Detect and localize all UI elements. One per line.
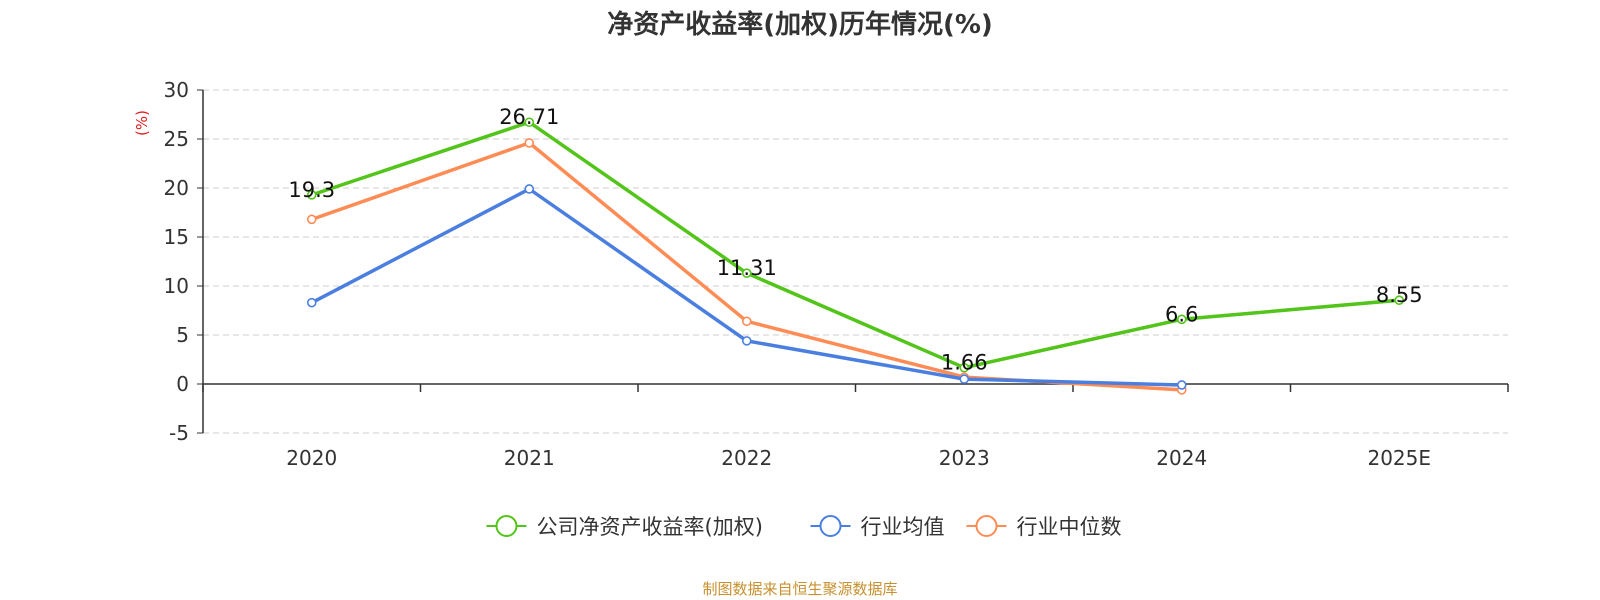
data-point[interactable] — [524, 117, 535, 128]
x-tick-label: 2020 — [286, 446, 337, 470]
x-tick-label: 2023 — [939, 446, 990, 470]
y-tick-label: -5 — [169, 421, 189, 445]
data-label: 26.71 — [499, 105, 559, 129]
x-tick-label: 2022 — [721, 446, 772, 470]
y-tick-label: 0 — [176, 372, 189, 396]
x-tick-label: 2025E — [1367, 446, 1431, 470]
data-point[interactable] — [524, 184, 535, 194]
data-point[interactable] — [1176, 314, 1187, 325]
series-lines — [306, 117, 1405, 395]
data-source-note: 制图数据来自恒生聚源数据库 — [702, 580, 898, 598]
data-point[interactable] — [306, 214, 317, 225]
y-tick-label: 5 — [176, 323, 189, 347]
data-point[interactable] — [741, 316, 752, 327]
grid-lines — [203, 89, 1508, 434]
data-point[interactable] — [524, 138, 535, 148]
data-label: 8.55 — [1376, 283, 1423, 307]
x-tick-label: 2021 — [504, 446, 555, 470]
y-tick-label: 30 — [164, 78, 189, 102]
legend: 公司净资产收益率(加权) 行业均值 行业中位数 — [486, 515, 1122, 539]
data-point[interactable] — [1176, 380, 1187, 390]
y-axis-label: (%) — [133, 110, 151, 136]
legend-circle-icon — [495, 515, 518, 537]
legend-item-2[interactable]: 行业中位数 — [966, 515, 1122, 539]
legend-circle-icon — [975, 515, 998, 537]
legend-label: 公司净资产收益率(加权) — [537, 515, 763, 539]
series-line-0 — [311, 120, 1400, 370]
legend-item-0[interactable]: 公司净资产收益率(加权) — [486, 515, 763, 539]
data-point[interactable] — [959, 362, 970, 373]
y-tick-label: 10 — [164, 274, 189, 298]
y-tick-label: 25 — [164, 127, 189, 151]
y-tick-label: 15 — [164, 225, 189, 249]
axes: -5 0 5 10 15 20 25 30 2020 2021 2022 2023 2024 2025E — [164, 78, 1509, 470]
legend-circle-icon — [819, 515, 842, 537]
data-label: 11.31 — [717, 256, 777, 280]
y-tick-label: 20 — [164, 176, 189, 200]
data-label: 6.6 — [1165, 302, 1198, 326]
legend-label: 行业均值 — [861, 515, 945, 539]
legend-label: 行业中位数 — [1017, 515, 1122, 539]
data-label: 19.3 — [288, 178, 335, 202]
data-point[interactable] — [741, 336, 752, 346]
chart-title: 净资产收益率(加权)历年情况(%) — [607, 10, 993, 40]
data-point[interactable] — [1394, 295, 1405, 306]
legend-item-1[interactable]: 行业均值 — [810, 515, 945, 539]
x-tick-label: 2024 — [1156, 446, 1207, 470]
data-point[interactable] — [306, 297, 317, 308]
data-point[interactable] — [741, 268, 752, 278]
data-point[interactable] — [306, 190, 317, 200]
data-point[interactable] — [959, 374, 970, 384]
data-label: 1.66 — [941, 351, 988, 375]
data-labels: 19.3 26.71 11.31 1.66 6.6 8.55 — [288, 105, 1422, 374]
series-line-1 — [310, 187, 1182, 387]
